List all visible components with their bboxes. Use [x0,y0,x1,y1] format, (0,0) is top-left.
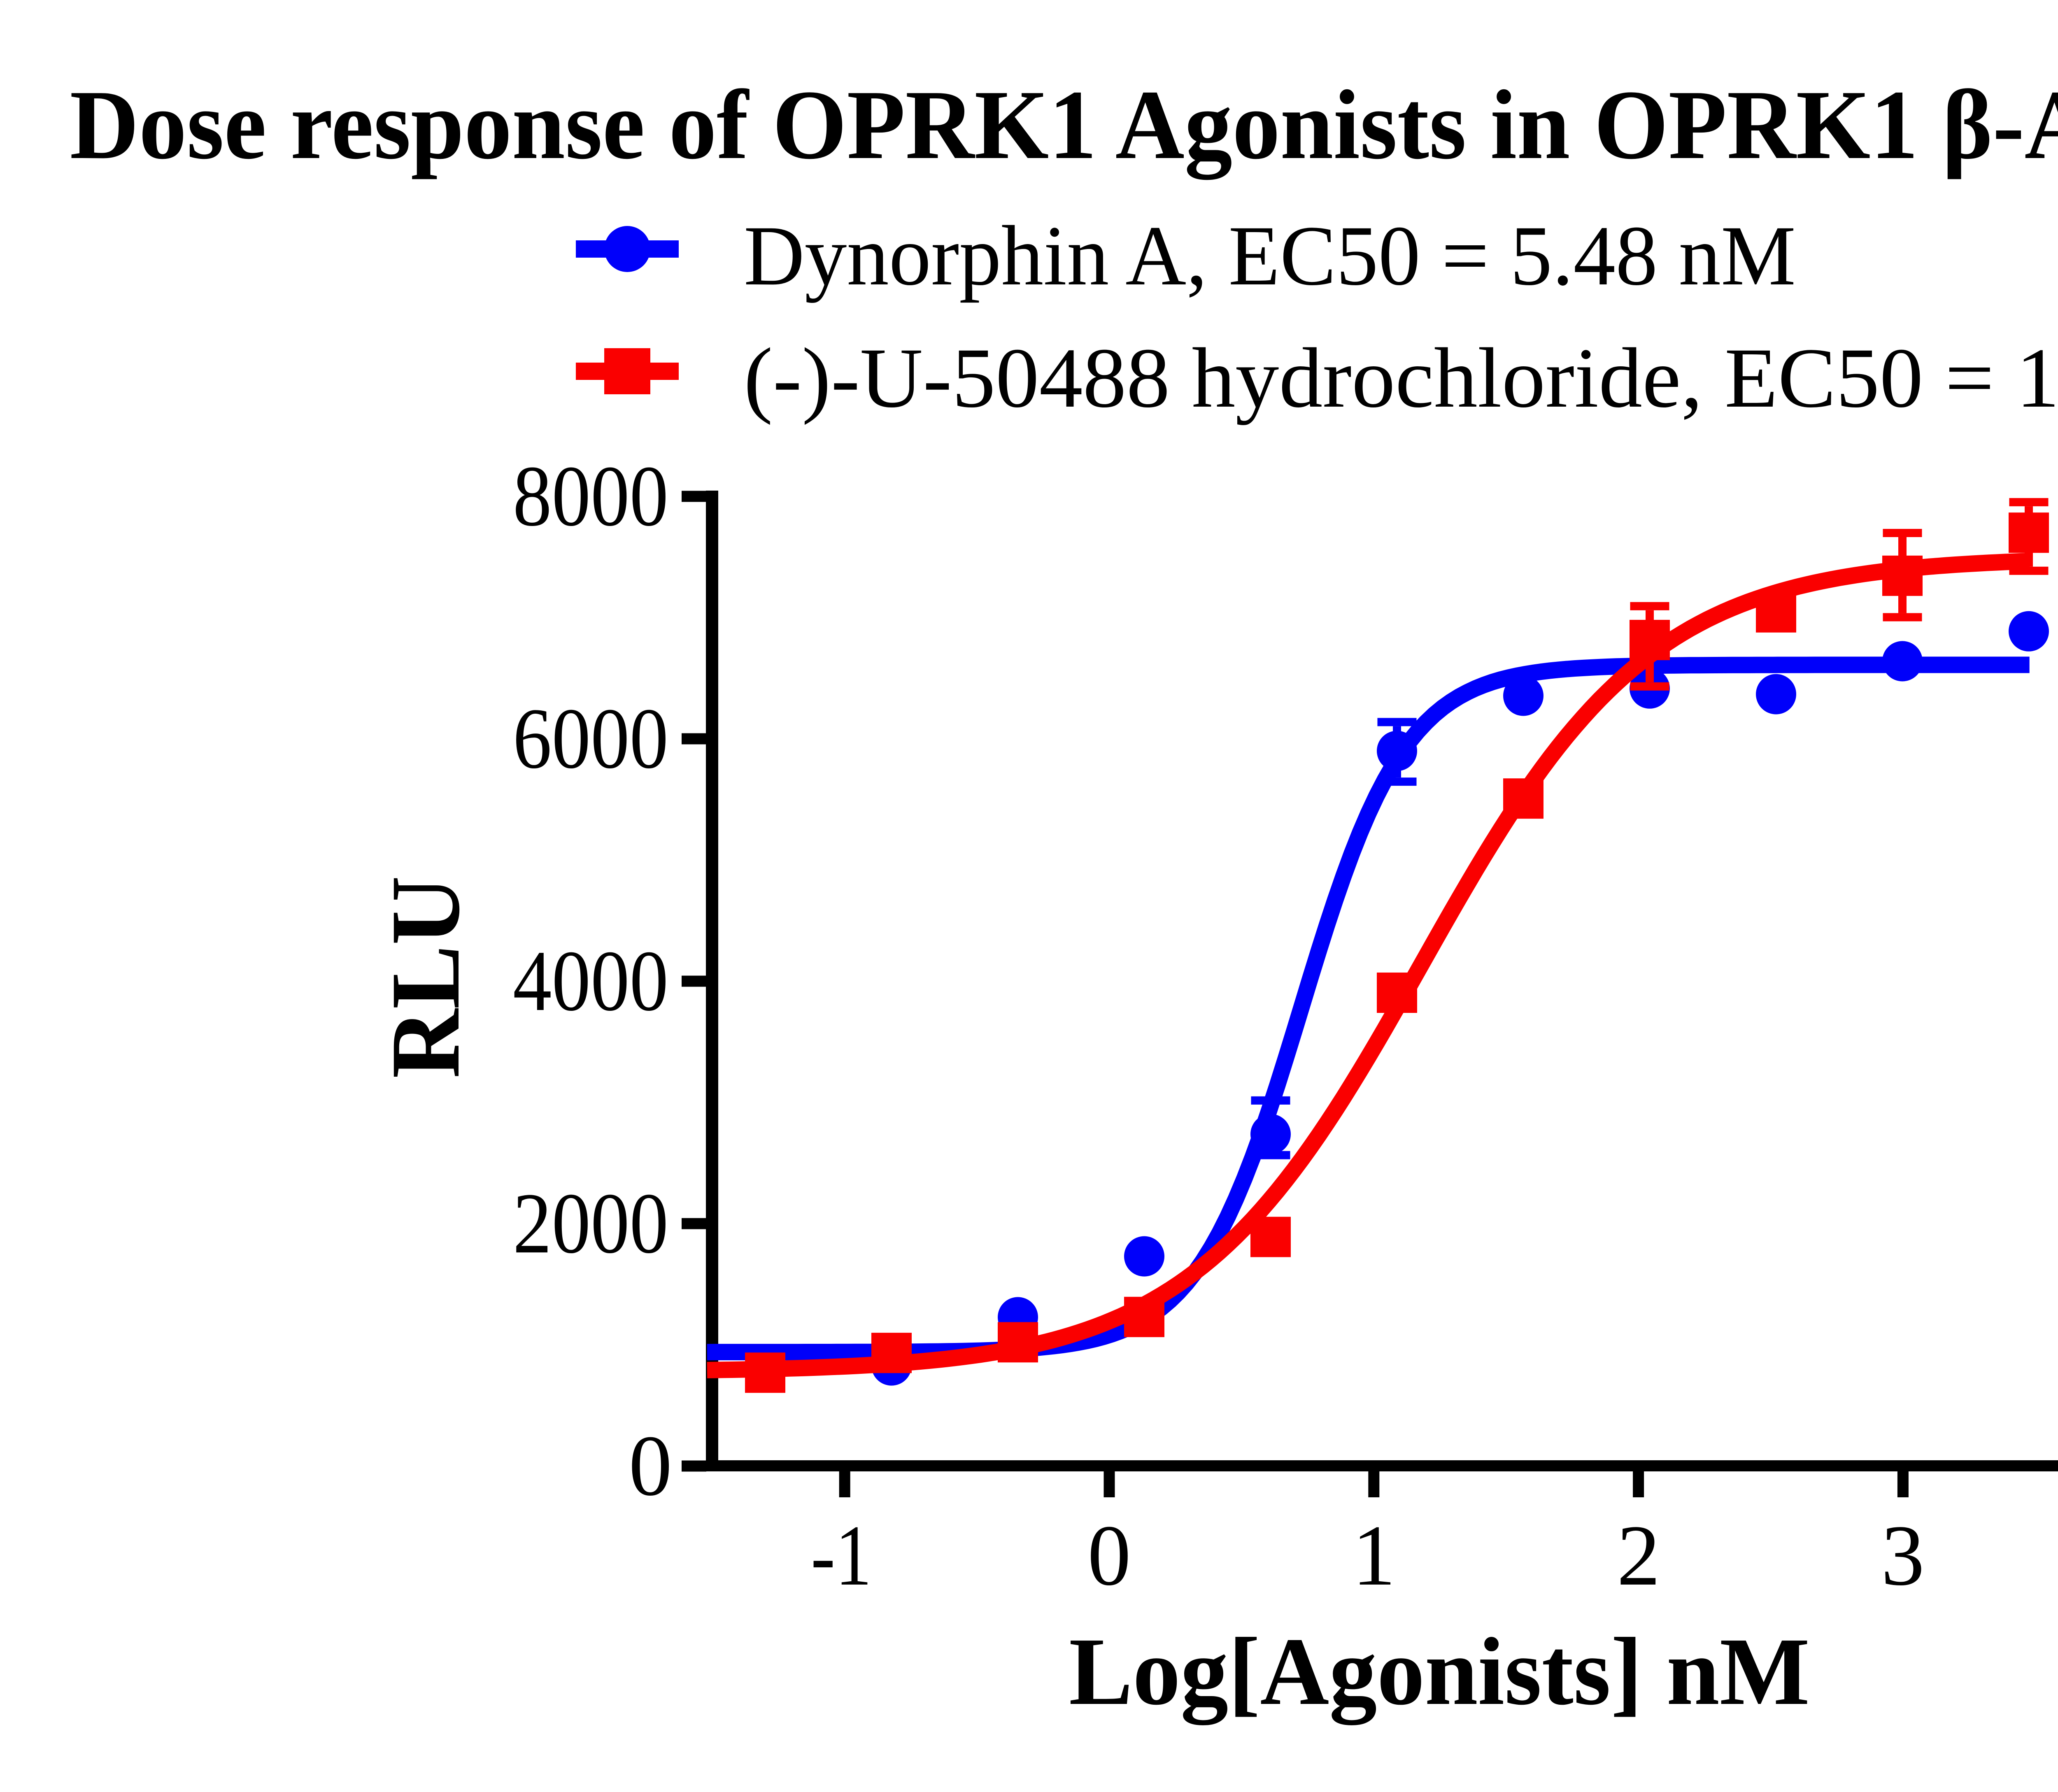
svg-text:4000: 4000 [513,933,668,1029]
svg-text:6000: 6000 [513,690,668,787]
svg-text:8000: 8000 [513,448,668,544]
svg-text:(-)-U-50488 hydrochloride, EC5: (-)-U-50488 hydrochloride, EC50 = 15.8 n… [744,330,2058,425]
svg-text:0: 0 [1087,1507,1131,1603]
svg-text:RLU: RLU [370,876,480,1078]
svg-text:Log[Agonists] nM: Log[Agonists] nM [1069,1618,1810,1725]
svg-text:0: 0 [629,1417,673,1514]
svg-text:Dynorphin A, EC50 = 5.48 nM: Dynorphin A, EC50 = 5.48 nM [744,208,1796,303]
svg-text:3: 3 [1881,1507,1925,1603]
svg-text:Dose response of OPRK1 Agonist: Dose response of OPRK1 Agonists in OPRK1… [70,70,2058,180]
svg-text:-1: -1 [811,1507,872,1603]
svg-text:2000: 2000 [513,1175,668,1271]
svg-text:2: 2 [1617,1507,1660,1603]
svg-text:1: 1 [1352,1507,1396,1603]
